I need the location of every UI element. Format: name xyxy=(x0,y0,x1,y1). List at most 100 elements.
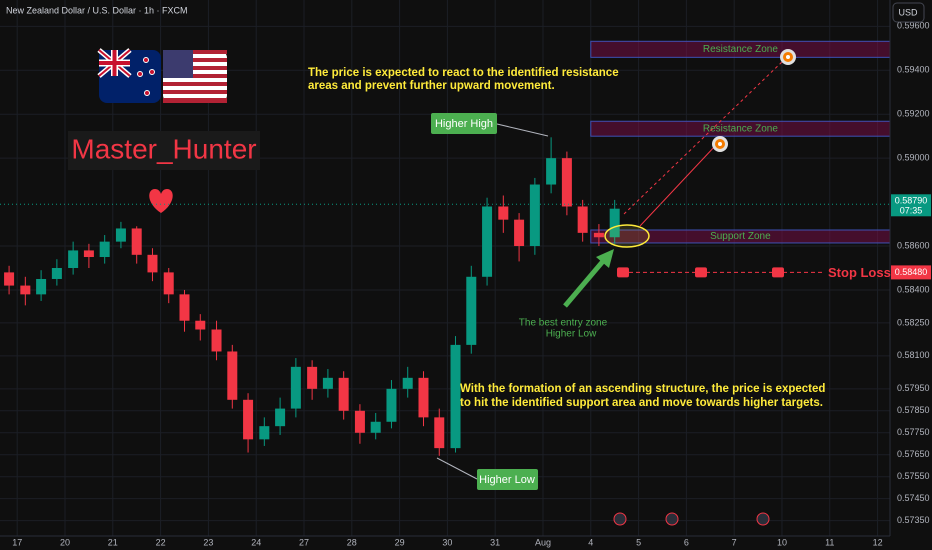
candle-body xyxy=(36,278,47,295)
zone-label: Support Zone xyxy=(710,231,771,242)
zone-label: Resistance Zone xyxy=(703,44,778,55)
axes: 0.59600 0.59400 0.59200 0.59000 0.58600 0.584… xyxy=(12,21,929,548)
currency-box[interactable] xyxy=(892,2,925,23)
x-tick-label: 29 xyxy=(395,537,405,547)
candle-body xyxy=(577,206,588,233)
flag-us xyxy=(163,50,227,103)
candle-body xyxy=(163,272,174,295)
entry-ellipse xyxy=(604,224,650,248)
candle-body xyxy=(418,377,429,418)
x-tick-label: Aug xyxy=(535,537,551,547)
y-tick-label: 0.58600 xyxy=(897,240,930,250)
candle-body xyxy=(498,206,509,220)
y-tick-label: 0.59000 xyxy=(897,153,930,163)
candle-body xyxy=(51,268,62,279)
label-box xyxy=(477,469,538,490)
current-price-label: 0.58790 xyxy=(895,196,928,206)
y-tick-label: 0.58400 xyxy=(897,284,930,294)
higher-low-label: Higher Low xyxy=(479,474,535,486)
candle-body xyxy=(131,228,142,255)
candle-body xyxy=(68,250,79,268)
zone-label: Resistance Zone xyxy=(703,123,778,134)
y-tick-label: 0.59400 xyxy=(897,65,930,75)
x-tick-label: 22 xyxy=(156,537,166,547)
candle-body xyxy=(290,366,301,409)
candles xyxy=(4,137,620,456)
candle-body xyxy=(147,254,158,273)
candle-body xyxy=(354,410,365,433)
event-icon[interactable] xyxy=(756,512,770,526)
projection-line xyxy=(623,59,785,215)
countdown: 07:35 xyxy=(900,206,923,216)
x-tick-label: 4 xyxy=(588,537,593,547)
stop-loss-icon xyxy=(772,267,784,278)
candle-body xyxy=(450,344,461,449)
candle-body xyxy=(466,276,477,345)
event-icon[interactable] xyxy=(665,512,679,526)
y-tick-label: 0.58100 xyxy=(897,350,930,360)
projection-line xyxy=(639,144,717,227)
label-box xyxy=(431,113,497,134)
candle-body xyxy=(609,208,620,238)
x-tick-label: 23 xyxy=(203,537,213,547)
y-tick-label: 0.57750 xyxy=(897,427,930,437)
y-tick-label: 0.59200 xyxy=(897,109,930,119)
x-tick-label: 20 xyxy=(60,537,70,547)
target-icon xyxy=(780,49,796,65)
x-tick-label: 28 xyxy=(347,537,357,547)
chart-title: New Zealand Dollar / U.S. Dollar · 1h · … xyxy=(6,5,188,15)
candle-body xyxy=(593,232,604,238)
candle-body xyxy=(99,241,110,258)
candle-body xyxy=(83,250,94,258)
stop-loss-icon xyxy=(695,267,707,278)
x-tick-label: 11 xyxy=(825,537,834,547)
y-tick-label: 0.57450 xyxy=(897,493,930,503)
x-tick-label: 27 xyxy=(299,537,309,547)
stop-loss-box xyxy=(891,265,931,280)
note-line: to hit the identified support area and m… xyxy=(460,397,823,409)
candle-body xyxy=(434,417,445,449)
candle-body xyxy=(211,329,222,352)
x-tick-label: 10 xyxy=(777,537,787,547)
watermark-box xyxy=(68,131,260,170)
candle-body xyxy=(529,184,540,247)
x-tick-label: 21 xyxy=(108,537,118,547)
candle-body xyxy=(4,272,15,286)
candle-body xyxy=(322,377,333,389)
candle-body xyxy=(482,206,493,277)
x-tick-label: 31 xyxy=(490,537,500,547)
candle-body xyxy=(227,351,238,400)
current-price-box xyxy=(891,194,931,217)
y-tick-label: 0.57850 xyxy=(897,405,930,415)
x-tick-label: 17 xyxy=(12,537,22,547)
candle-body xyxy=(179,294,190,321)
candle-body xyxy=(386,388,397,422)
candle-body xyxy=(370,421,381,433)
y-tick-label: 0.57550 xyxy=(897,471,930,481)
x-tick-label: 12 xyxy=(873,537,883,547)
note-line: The price is expected to react to the id… xyxy=(308,67,619,79)
y-tick-label: 0.57650 xyxy=(897,449,930,459)
x-tick-label: 5 xyxy=(636,537,641,547)
candle-body xyxy=(561,158,572,207)
heart-icon xyxy=(149,189,173,213)
candle-body xyxy=(338,377,349,411)
candle-body xyxy=(307,366,318,389)
currency[interactable]: USD xyxy=(898,7,918,17)
note-line: areas and prevent further upward movemen… xyxy=(308,80,555,92)
candle-body xyxy=(115,228,126,242)
higher-high-label: Higher High xyxy=(435,118,493,130)
zones: Resistance Zone Resistance Zone Support Zo… xyxy=(590,40,891,244)
grid xyxy=(0,0,890,536)
x-tick-label: 6 xyxy=(684,537,689,547)
entry-label: Higher Low xyxy=(546,329,597,340)
candle-body xyxy=(275,408,286,427)
note-line: With the formation of an ascending struc… xyxy=(460,383,825,395)
candle-body xyxy=(259,426,270,440)
x-tick-label: 24 xyxy=(251,537,261,547)
event-icon[interactable] xyxy=(613,512,627,526)
entry-arrow xyxy=(563,258,606,308)
entry-arrowhead xyxy=(596,249,614,268)
